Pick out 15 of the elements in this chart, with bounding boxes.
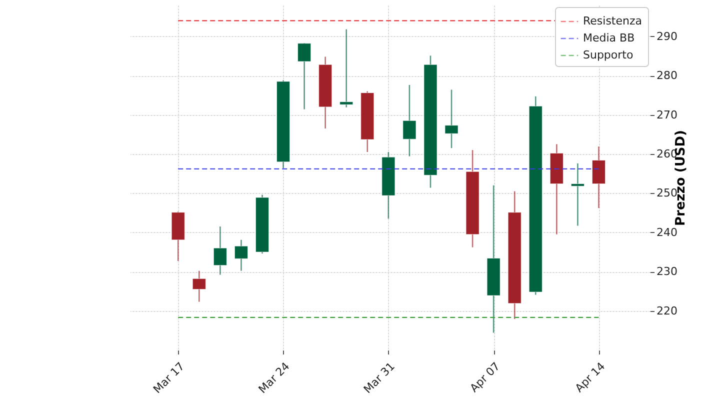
y-tick-label: 250: [656, 186, 678, 200]
y-tick-label: 230: [656, 265, 678, 278]
x-tick-label: Mar 17: [150, 360, 188, 396]
legend-label: Supporto: [583, 48, 634, 62]
x-tick-label: Mar 24: [256, 360, 292, 396]
x-tick-label: Mar 31: [361, 360, 398, 396]
y-tick-label: 220: [656, 304, 678, 318]
legend-label: Media BB: [583, 32, 635, 44]
ref-line-label: Resistenza: [583, 14, 642, 28]
y-tick-label: 240: [656, 226, 678, 239]
x-tick-label: Apr 07: [468, 360, 503, 395]
y-tick-label: 290: [656, 30, 678, 43]
y-tick-label: 280: [656, 69, 678, 82]
x-tick-label: Apr 14: [572, 360, 608, 395]
y-tick-label: 270: [656, 108, 678, 122]
